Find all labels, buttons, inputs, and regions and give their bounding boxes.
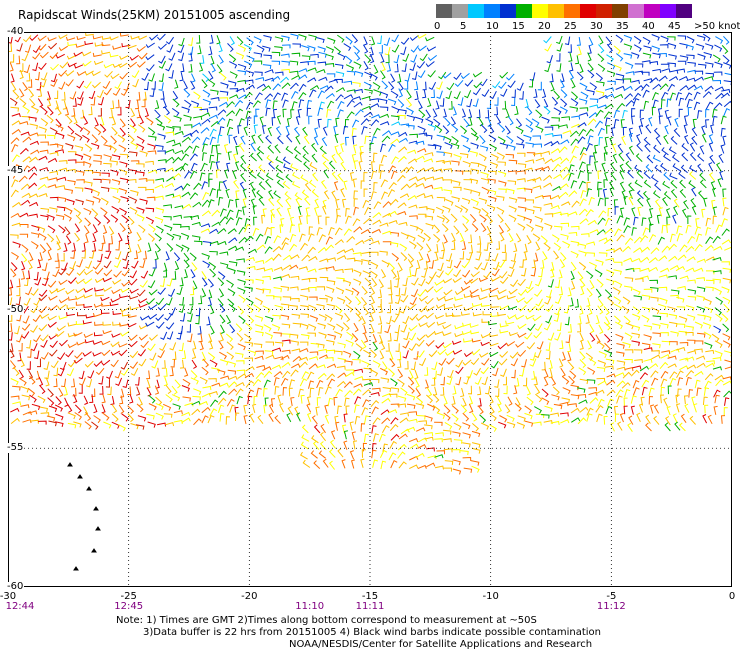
wind-barbs bbox=[8, 32, 732, 571]
note-line-1: Note: 1) Times are GMT 2)Times along bot… bbox=[116, 615, 537, 626]
time-label: 11:12 bbox=[596, 601, 626, 612]
legend-label: 15 bbox=[512, 21, 525, 32]
legend-swatch bbox=[628, 4, 644, 18]
legend-label: 10 bbox=[486, 21, 499, 32]
note-line-3: NOAA/NESDIS/Center for Satellite Applica… bbox=[289, 639, 593, 650]
lon-tick-label: -25 bbox=[120, 591, 137, 602]
legend-swatch bbox=[452, 4, 468, 18]
contaminated-barb bbox=[67, 462, 73, 467]
legend-swatch bbox=[548, 4, 564, 18]
lat-tick-label: -55 bbox=[6, 442, 25, 454]
lon-tick-label: 0 bbox=[728, 591, 736, 602]
legend-label: 35 bbox=[616, 21, 629, 32]
legend-swatch bbox=[676, 4, 692, 18]
contaminated-barb bbox=[86, 486, 92, 491]
legend-label: >50 knots bbox=[694, 21, 740, 32]
legend-label: 5 bbox=[460, 21, 467, 32]
legend-label: 0 bbox=[434, 21, 441, 32]
lat-tick-label: -60 bbox=[6, 581, 25, 592]
legend-label: 45 bbox=[668, 21, 681, 32]
legend-swatch bbox=[436, 4, 452, 18]
legend-swatch bbox=[612, 4, 628, 18]
lat-tick-label: -40 bbox=[6, 26, 25, 37]
note-line-2: 3)Data buffer is 22 hrs from 20151005 4)… bbox=[143, 627, 601, 638]
legend-label: 30 bbox=[590, 21, 603, 32]
legend-label: 25 bbox=[564, 21, 577, 32]
lat-lon-grid bbox=[8, 32, 732, 587]
legend-swatch bbox=[500, 4, 516, 18]
contaminated-barb bbox=[93, 506, 99, 511]
lon-tick-label: -10 bbox=[482, 591, 499, 602]
time-label: 11:11 bbox=[355, 601, 385, 612]
lon-tick-label: -30 bbox=[0, 591, 17, 602]
time-label: 11:10 bbox=[295, 601, 325, 612]
lon-tick-label: -20 bbox=[241, 591, 258, 602]
time-label: 12:44 bbox=[5, 601, 35, 612]
legend-swatch bbox=[516, 4, 532, 18]
legend-swatch bbox=[644, 4, 660, 18]
contaminated-barb bbox=[73, 566, 79, 571]
time-label: 12:45 bbox=[114, 601, 144, 612]
legend-label: 40 bbox=[642, 21, 655, 32]
lon-tick-label: -5 bbox=[606, 591, 617, 602]
legend-swatch bbox=[564, 4, 580, 18]
contaminated-barb bbox=[77, 474, 83, 479]
legend-swatch bbox=[580, 4, 596, 18]
wind-speed-legend: 0 5 10 15 20 25 30 35 40 45 >50 knots bbox=[434, 4, 740, 34]
lon-tick-label: -15 bbox=[361, 591, 379, 602]
legend-swatch bbox=[484, 4, 500, 18]
legend-swatch bbox=[596, 4, 612, 18]
lat-tick-label: -45 bbox=[6, 164, 25, 176]
wind-map[interactable] bbox=[8, 32, 732, 587]
lat-tick-label: -50 bbox=[6, 303, 25, 315]
legend-swatch bbox=[532, 4, 548, 18]
legend-swatch bbox=[660, 4, 676, 18]
contaminated-barb bbox=[95, 526, 101, 531]
map-title: Rapidscat Winds(25KM) 20151005 ascending bbox=[18, 8, 291, 22]
contaminated-barb bbox=[91, 548, 97, 553]
legend-swatch bbox=[468, 4, 484, 18]
legend-label: 20 bbox=[538, 21, 551, 32]
